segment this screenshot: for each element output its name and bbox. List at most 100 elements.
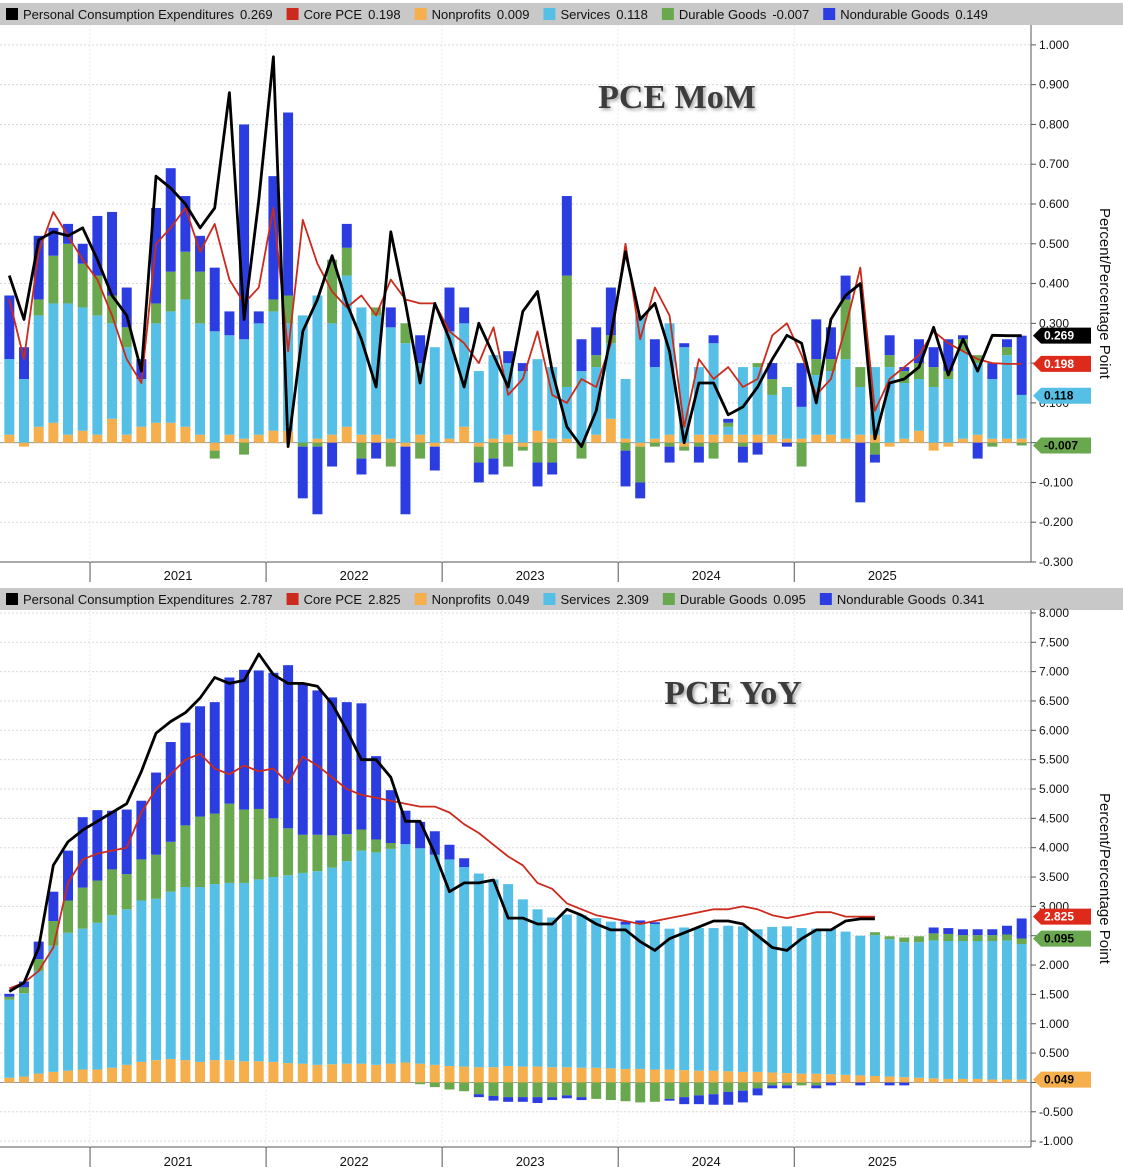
bar-segment-nondurable	[400, 810, 411, 845]
bar-segment-nonprofits	[811, 1073, 822, 1083]
bar-segment-nondurable	[415, 821, 426, 849]
bar-segment-nonprofits	[268, 430, 279, 443]
y-tick-label: 5.000	[1039, 782, 1069, 796]
bar-segment-nondurable	[855, 442, 866, 503]
legend-item-core[interactable]: Core PCE 0.198	[286, 7, 401, 22]
bar-segment-durable	[77, 887, 88, 929]
bar-segment-nondurable	[224, 311, 235, 336]
legend-swatch-services	[543, 8, 556, 20]
bar-segment-nondurable	[356, 703, 367, 830]
legend-label: Nondurable Goods	[840, 7, 950, 22]
bar-segment-durable	[312, 442, 323, 447]
bar-segment-durable	[503, 1082, 514, 1098]
legend-value: 0.198	[368, 7, 401, 22]
value-badge-shape	[1033, 355, 1091, 372]
legend-item-nondurable[interactable]: Nondurable Goods 0.149	[823, 7, 988, 22]
bar-segment-durable	[591, 1082, 602, 1099]
bar-segment-services	[1002, 355, 1012, 439]
bar-segment-nonprofits	[473, 442, 484, 447]
bar-segment-nondurable	[987, 363, 998, 380]
bar-segment-services	[811, 928, 822, 1074]
bar-segment-durable	[561, 275, 572, 387]
bar-segment-services	[825, 928, 836, 1075]
bar-segment-durable	[165, 271, 176, 312]
bar-segment-nondurable	[327, 442, 338, 467]
bar-segment-durable	[928, 367, 939, 387]
bar-segment-services	[723, 426, 734, 435]
bar-segment-services	[913, 942, 924, 1078]
bar-segment-services	[532, 359, 543, 431]
legend-item-pce[interactable]: Personal Consumption Expenditures 2.787	[6, 592, 273, 607]
bar-segment-nonprofits	[547, 1067, 558, 1083]
bar-segment-services	[576, 371, 587, 443]
line-series-pce	[8, 652, 875, 993]
legend-item-nondurable[interactable]: Nondurable Goods 0.341	[819, 592, 985, 607]
bar-segment-services	[561, 914, 572, 1068]
bar-segment-nonprofits	[972, 1078, 983, 1083]
bar-segment-nondurable	[605, 287, 616, 336]
y-tick-label: 7.000	[1039, 665, 1069, 679]
bar-segment-services	[752, 929, 763, 1072]
legend-background	[0, 588, 1123, 610]
bar-segment-nondurable	[972, 929, 983, 936]
bar-segment-nonprofits	[444, 438, 455, 443]
value-badge-label: 0.049	[1044, 1073, 1074, 1087]
bar-segment-nonprofits	[19, 1076, 29, 1083]
bar-segment-durable	[1002, 934, 1012, 941]
bar-segment-services	[473, 873, 484, 1068]
bar-segment-nondurable	[92, 215, 103, 276]
legend-value: 0.095	[773, 592, 806, 607]
bar-segment-services	[136, 900, 147, 1062]
legend-item-core[interactable]: Core PCE 2.825	[286, 592, 401, 607]
bar-segment-durable	[767, 1082, 778, 1086]
bar-segment-nondurable	[180, 722, 191, 826]
bar-segment-durable	[1002, 347, 1012, 356]
legend-item-nonprofits[interactable]: Nonprofits 0.049	[414, 592, 530, 607]
bar-segment-nonprofits	[1002, 438, 1012, 443]
line-series-pce	[7, 55, 1022, 449]
value-badge-label: -0.007	[1044, 438, 1078, 452]
bar-segment-nonprofits	[209, 442, 220, 451]
bar-segment-durable	[121, 874, 132, 910]
bar-segment-nondurable	[33, 235, 44, 300]
bar-segment-nonprofits	[429, 1064, 440, 1083]
bar-segment-durable	[473, 1082, 484, 1095]
bar-segment-nondurable	[737, 446, 748, 463]
bar-segment-durable	[811, 359, 822, 376]
bar-segment-services	[327, 867, 338, 1065]
legend-item-durable[interactable]: Durable Goods 0.095	[662, 592, 806, 607]
bar-segment-nondurable	[92, 810, 103, 881]
bar-segment-durable	[253, 808, 264, 880]
bar-segment-services	[356, 850, 367, 1064]
bar-segment-nondurable	[928, 927, 939, 934]
bar-segment-nonprofits	[209, 1060, 220, 1083]
legend-item-nonprofits[interactable]: Nonprofits 0.009	[414, 7, 530, 22]
bar-segment-nondurable	[957, 335, 968, 340]
bar-segment-nonprofits	[943, 1078, 954, 1083]
bar-segment-nonprofits	[737, 434, 748, 443]
line-series-core	[8, 752, 875, 990]
legend-item-services[interactable]: Services 0.118	[543, 7, 648, 22]
bar-segment-services	[400, 844, 411, 1063]
legend-item-services[interactable]: Services 2.309	[543, 592, 649, 607]
bar-segment-nonprofits	[723, 1071, 734, 1083]
bar-segment-nondurable	[1002, 925, 1012, 935]
bar-segment-durable	[63, 243, 74, 304]
bar-segment-nondurable	[209, 702, 220, 814]
bar-segment-durable	[899, 937, 910, 943]
bar-segment-nondurable	[1002, 339, 1012, 348]
bar-segment-durable	[415, 442, 426, 459]
bar-segment-nonprofits	[268, 1061, 279, 1083]
bar-segment-services	[664, 323, 675, 435]
x-tick-label: 2025	[868, 568, 897, 583]
bar-segment-nondurable	[253, 670, 264, 809]
value-badge: 2.825	[1033, 908, 1091, 925]
legend-item-durable[interactable]: Durable Goods -0.007	[661, 7, 809, 22]
bar-segment-services	[796, 928, 807, 1074]
legend-item-pce[interactable]: Personal Consumption Expenditures 0.269	[6, 7, 273, 22]
y-tick-label: 4.000	[1039, 841, 1069, 855]
legend-swatch-durable	[662, 593, 675, 605]
bar-segment-nonprofits	[693, 434, 704, 443]
bar-segment-services	[708, 343, 719, 435]
bar-segment-services	[928, 386, 939, 443]
